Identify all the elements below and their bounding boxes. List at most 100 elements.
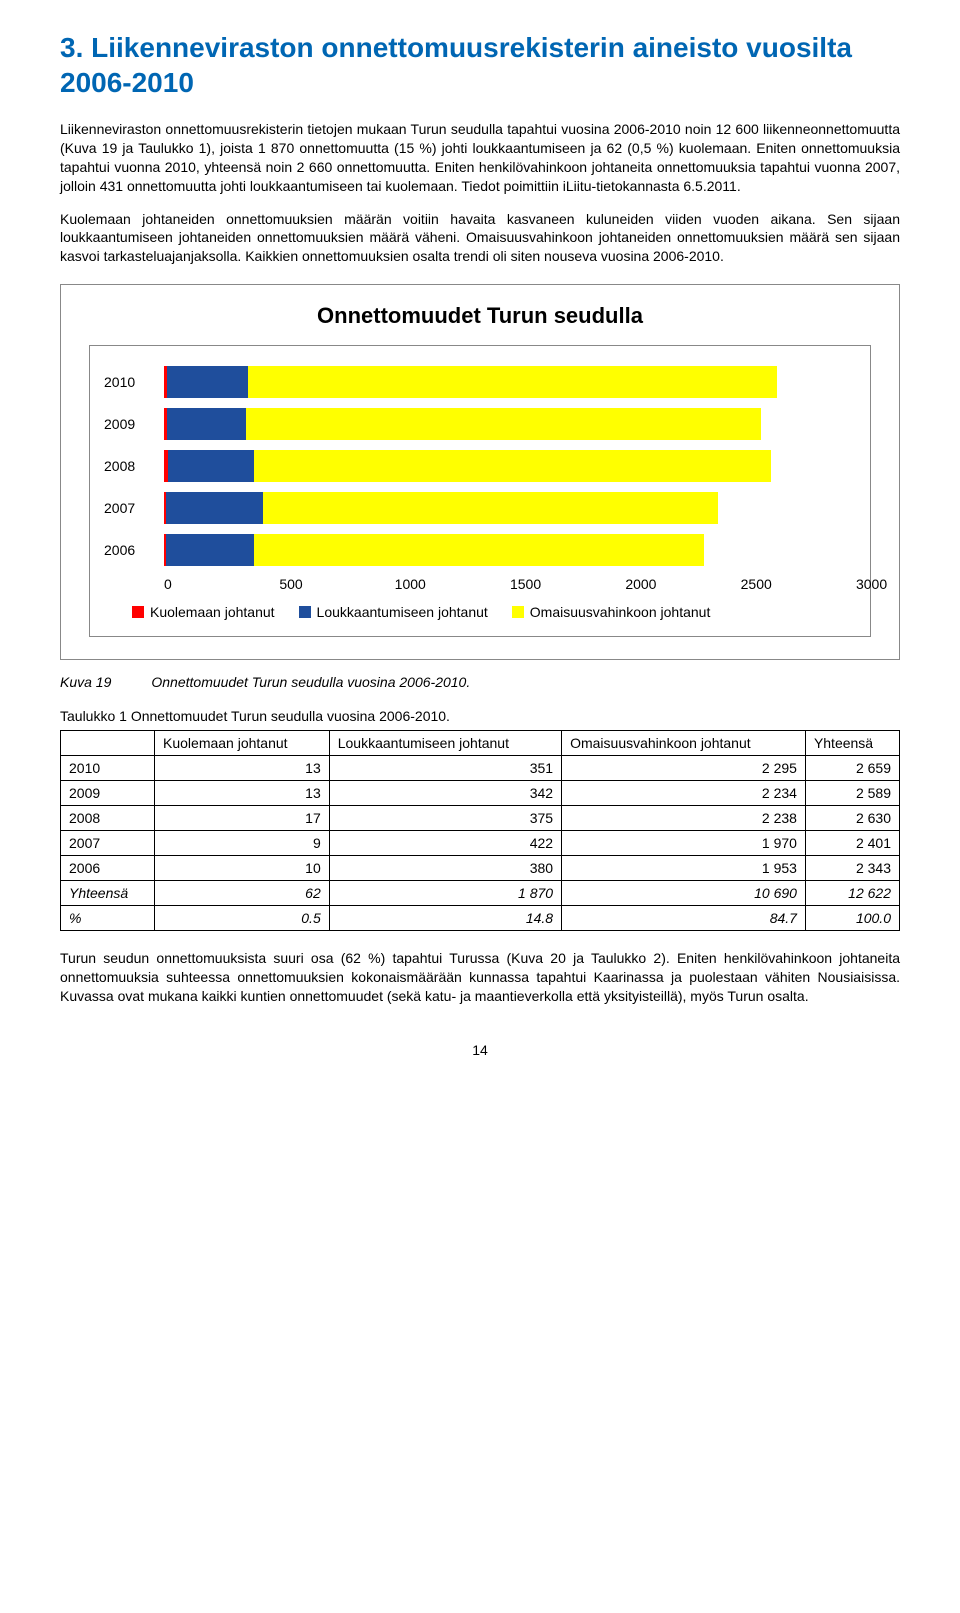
table-row: 200794221 9702 401 xyxy=(61,831,900,856)
table-cell: 2 630 xyxy=(805,806,899,831)
table-cell: Yhteensä xyxy=(61,881,155,906)
table-header-cell xyxy=(61,731,155,756)
table-cell: 2008 xyxy=(61,806,155,831)
table-header-cell: Loukkaantumiseen johtanut xyxy=(329,731,561,756)
table-cell: 2 234 xyxy=(562,781,806,806)
bar-segment xyxy=(168,450,255,482)
bar-segment xyxy=(248,366,777,398)
table-cell: 1 953 xyxy=(562,856,806,881)
bar-row: 2010 xyxy=(104,366,856,398)
table-cell: 2 401 xyxy=(805,831,899,856)
table-cell: 2 659 xyxy=(805,756,899,781)
bar-track xyxy=(164,492,856,524)
x-axis-tick: 2500 xyxy=(741,576,856,592)
section-heading: 3. Liikenneviraston onnettomuusrekisteri… xyxy=(60,30,900,100)
bar-segment xyxy=(166,534,254,566)
bar-track xyxy=(164,534,856,566)
table-cell: 2 589 xyxy=(805,781,899,806)
legend-swatch xyxy=(512,606,524,618)
table-cell: 2 295 xyxy=(562,756,806,781)
legend-label: Omaisuusvahinkoon johtanut xyxy=(530,604,711,620)
bar-segment xyxy=(263,492,717,524)
table-cell: 2006 xyxy=(61,856,155,881)
table-cell: 2009 xyxy=(61,781,155,806)
legend-swatch xyxy=(299,606,311,618)
legend-label: Loukkaantumiseen johtanut xyxy=(317,604,488,620)
table-cell: 13 xyxy=(155,756,330,781)
table-cell: 10 690 xyxy=(562,881,806,906)
table-cell: 351 xyxy=(329,756,561,781)
table-cell: 62 xyxy=(155,881,330,906)
chart-legend: Kuolemaan johtanut Loukkaantumiseen johta… xyxy=(132,604,856,620)
table-cell: 342 xyxy=(329,781,561,806)
table-header-cell: Yhteensä xyxy=(805,731,899,756)
table-cell: 13 xyxy=(155,781,330,806)
table-cell: 2010 xyxy=(61,756,155,781)
table-row: 2006103801 9532 343 xyxy=(61,856,900,881)
table-cell: 2007 xyxy=(61,831,155,856)
bar-row: 2009 xyxy=(104,408,856,440)
x-axis-tick: 1500 xyxy=(510,576,625,592)
chart-container: Onnettomuudet Turun seudulla 2010 2009 200… xyxy=(60,284,900,660)
bar-year-label: 2010 xyxy=(104,374,164,390)
bar-year-label: 2009 xyxy=(104,416,164,432)
chart-plot-area: 2010 2009 2008 2007 2006 05001000150020002500… xyxy=(89,345,871,637)
bar-row: 2007 xyxy=(104,492,856,524)
table-cell: 100.0 xyxy=(805,906,899,931)
x-axis-tick: 500 xyxy=(279,576,394,592)
table-cell: 422 xyxy=(329,831,561,856)
table-row: Yhteensä621 87010 69012 622 xyxy=(61,881,900,906)
bar-year-label: 2006 xyxy=(104,542,164,558)
bar-segment xyxy=(167,366,248,398)
chart-title: Onnettomuudet Turun seudulla xyxy=(89,303,871,329)
bar-year-label: 2007 xyxy=(104,500,164,516)
table-cell: 12 622 xyxy=(805,881,899,906)
table-row: 2008173752 2382 630 xyxy=(61,806,900,831)
table-caption: Taulukko 1 Onnettomuudet Turun seudulla … xyxy=(60,708,900,724)
table-cell: 0.5 xyxy=(155,906,330,931)
paragraph-2: Kuolemaan johtaneiden onnettomuuksien mä… xyxy=(60,210,900,267)
x-axis: 050010001500200025003000 xyxy=(164,576,856,592)
bar-track xyxy=(164,450,856,482)
page-number: 14 xyxy=(60,1042,900,1058)
bar-segment xyxy=(254,450,770,482)
x-axis-tick: 0 xyxy=(164,576,279,592)
table-header-row: Kuolemaan johtanutLoukkaantumiseen johta… xyxy=(61,731,900,756)
x-axis-tick: 1000 xyxy=(395,576,510,592)
bar-segment xyxy=(167,408,246,440)
paragraph-3: Turun seudun onnettomuuksista suuri osa … xyxy=(60,949,900,1006)
figure-caption: Kuva 19 Onnettomuudet Turun seudulla vuo… xyxy=(60,674,900,690)
table-cell: 1 870 xyxy=(329,881,561,906)
bar-row: 2008 xyxy=(104,450,856,482)
table-cell: 1 970 xyxy=(562,831,806,856)
bar-track xyxy=(164,408,856,440)
paragraph-1: Liikenneviraston onnettomuusrekisterin t… xyxy=(60,120,900,196)
table-cell: 380 xyxy=(329,856,561,881)
table-cell: 375 xyxy=(329,806,561,831)
legend-item: Kuolemaan johtanut xyxy=(132,604,275,620)
bar-track xyxy=(164,366,856,398)
bar-segment xyxy=(246,408,761,440)
table-cell: 9 xyxy=(155,831,330,856)
table-header-cell: Omaisuusvahinkoon johtanut xyxy=(562,731,806,756)
figure-caption-text: Onnettomuudet Turun seudulla vuosina 200… xyxy=(151,674,470,690)
table-cell: 84.7 xyxy=(562,906,806,931)
table-cell: 2 343 xyxy=(805,856,899,881)
table-cell: 10 xyxy=(155,856,330,881)
table-cell: 17 xyxy=(155,806,330,831)
data-table: Kuolemaan johtanutLoukkaantumiseen johta… xyxy=(60,730,900,931)
bar-year-label: 2008 xyxy=(104,458,164,474)
bar-row: 2006 xyxy=(104,534,856,566)
legend-swatch xyxy=(132,606,144,618)
table-cell: 14.8 xyxy=(329,906,561,931)
x-axis-tick: 2000 xyxy=(625,576,740,592)
bar-segment xyxy=(254,534,704,566)
table-header-cell: Kuolemaan johtanut xyxy=(155,731,330,756)
legend-item: Omaisuusvahinkoon johtanut xyxy=(512,604,711,620)
bar-segment xyxy=(166,492,263,524)
table-row: %0.514.884.7100.0 xyxy=(61,906,900,931)
legend-label: Kuolemaan johtanut xyxy=(150,604,275,620)
figure-label: Kuva 19 xyxy=(60,674,111,690)
table-cell: 2 238 xyxy=(562,806,806,831)
table-row: 2009133422 2342 589 xyxy=(61,781,900,806)
